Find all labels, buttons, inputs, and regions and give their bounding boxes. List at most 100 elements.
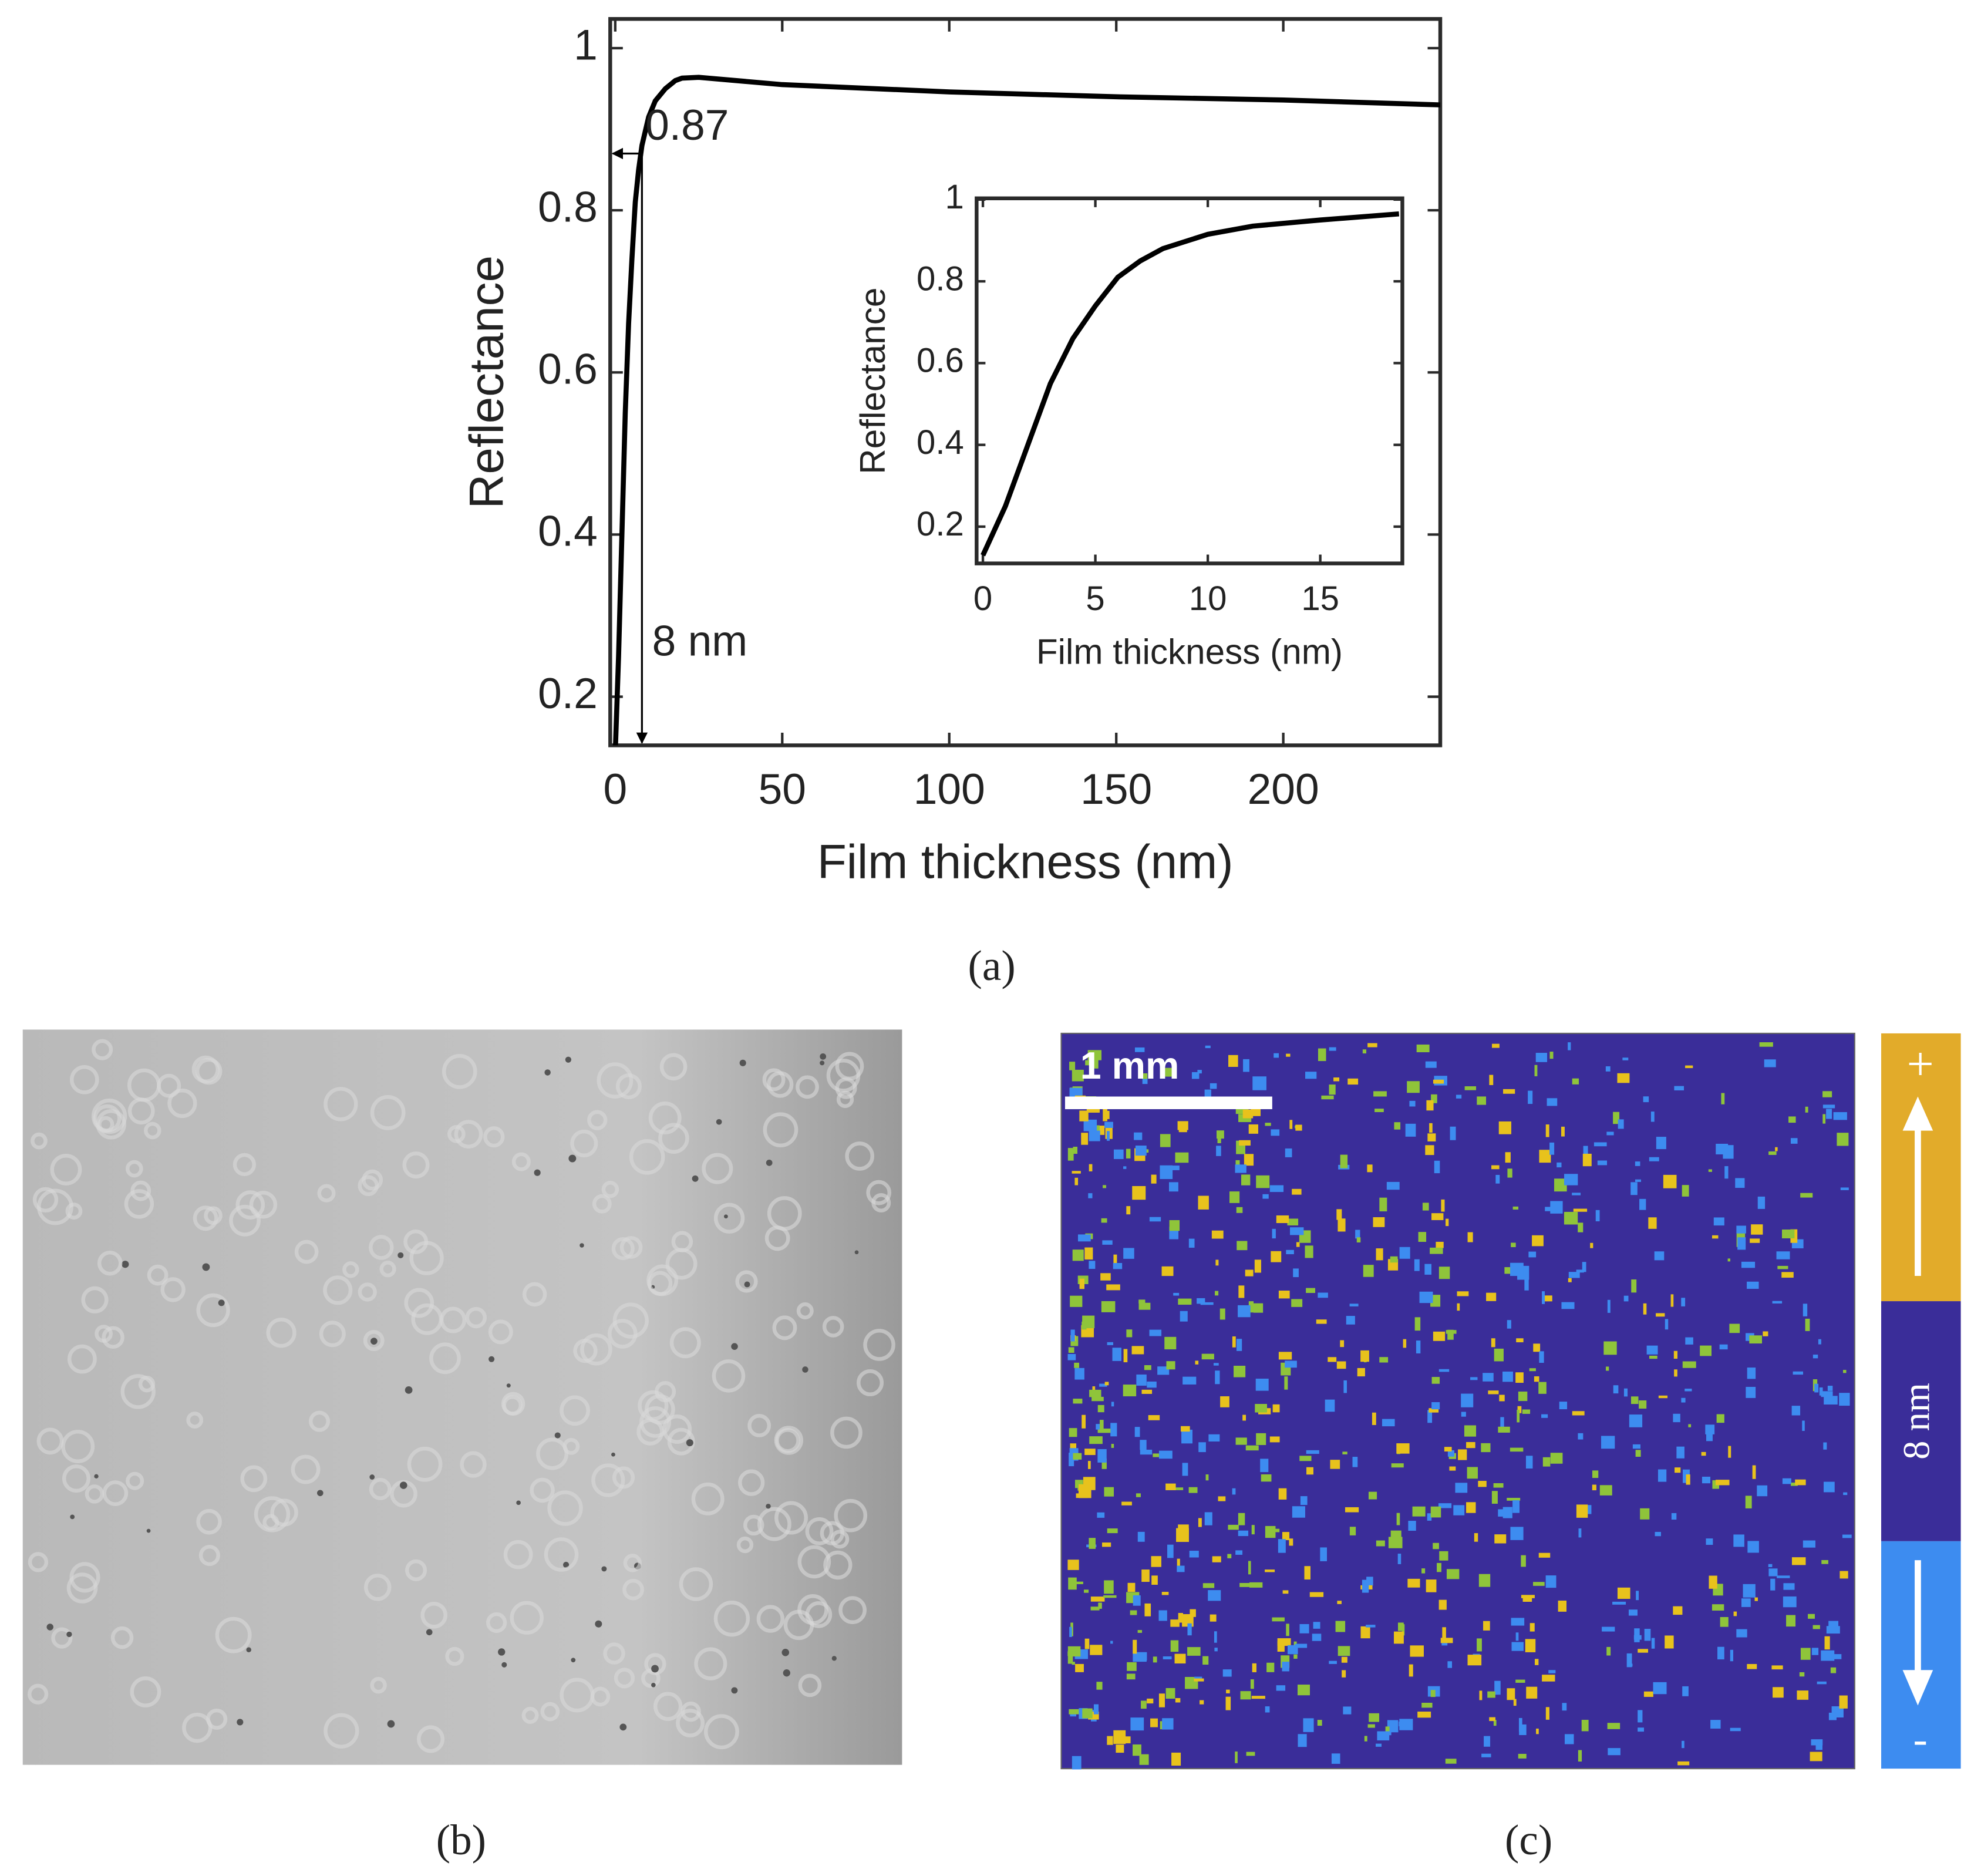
texture-blob <box>1379 1357 1389 1363</box>
texture-blob <box>1069 1709 1081 1715</box>
texture-blob <box>1133 1639 1137 1654</box>
texture-blob <box>1524 1278 1529 1291</box>
texture-blob <box>1781 1272 1794 1278</box>
texture-blob <box>1489 1075 1494 1085</box>
texture-blob <box>1414 1259 1420 1271</box>
texture-blob <box>1113 1262 1123 1269</box>
texture-blob <box>1752 1465 1756 1479</box>
texture-blob <box>1366 1625 1376 1628</box>
texture-blob <box>1613 1385 1619 1394</box>
texture-blob <box>240 1465 268 1493</box>
texture-blob <box>1374 1109 1384 1113</box>
texture-blob <box>1545 1124 1549 1137</box>
texture-blob <box>1131 1346 1144 1355</box>
texture-blob <box>1102 1240 1113 1245</box>
texture-blob <box>147 1264 169 1286</box>
texture-blob <box>1515 1679 1525 1683</box>
texture-speck <box>619 1723 627 1731</box>
texture-blob <box>1123 1248 1134 1259</box>
texture-blob <box>1167 1166 1180 1170</box>
texture-blob <box>1215 1291 1219 1296</box>
texture-blob <box>1388 1537 1403 1548</box>
texture-blob <box>1568 1272 1580 1278</box>
texture-blob <box>1427 1513 1432 1521</box>
texture-blob <box>1237 1339 1242 1351</box>
texture-speck <box>692 1175 699 1182</box>
texture-blob <box>1161 1266 1174 1277</box>
texture-blob <box>1430 1247 1443 1254</box>
texture-blob <box>67 1344 97 1374</box>
texture-blob <box>1277 1638 1291 1646</box>
scale-bar <box>1064 1096 1272 1110</box>
texture-blob <box>1730 1727 1741 1732</box>
texture-speck <box>831 1656 837 1661</box>
texture-blob <box>1701 1451 1706 1456</box>
texture-blob <box>1127 1582 1136 1592</box>
texture-blob <box>1329 1084 1336 1095</box>
texture-blob <box>826 1059 861 1093</box>
texture-blob <box>1256 1433 1266 1446</box>
texture-blob <box>1248 1561 1251 1575</box>
texture-blob <box>460 1451 487 1478</box>
texture-blob <box>522 1282 547 1307</box>
texture-blob <box>1492 1043 1500 1048</box>
texture-blob <box>1305 1245 1313 1258</box>
texture-blob <box>144 1121 161 1140</box>
texture-speck <box>601 1566 607 1572</box>
texture-blob <box>1429 1408 1439 1413</box>
texture-blob <box>1545 1207 1553 1211</box>
texture-blob <box>1657 1469 1667 1482</box>
texture-blob <box>756 1605 784 1633</box>
texture-blob <box>254 1496 291 1533</box>
texture-blob <box>363 1574 392 1601</box>
texture-blob <box>1072 1581 1083 1584</box>
texture-blob <box>363 1330 385 1351</box>
texture-blob <box>1345 1507 1359 1513</box>
texture-blob <box>1243 1059 1249 1072</box>
texture-blob <box>1431 1213 1444 1220</box>
texture-blob <box>358 1282 377 1302</box>
scale-bar-label: 1 mm <box>1080 1045 1180 1087</box>
texture-blob <box>1535 1053 1548 1062</box>
texture-blob <box>28 1683 49 1705</box>
texture-blob <box>1626 1653 1632 1668</box>
texture-blob <box>1828 1712 1837 1720</box>
x-tick-label: 200 <box>1248 765 1319 813</box>
texture-blob <box>1682 1185 1689 1197</box>
texture-blob <box>1293 1268 1299 1278</box>
texture-blob <box>1747 1663 1757 1669</box>
texture-blob <box>1498 1426 1510 1433</box>
texture-blob <box>1252 1076 1266 1090</box>
texture-blob <box>1274 1053 1279 1058</box>
texture-blob <box>1518 1391 1528 1402</box>
texture-blob <box>28 1552 49 1572</box>
texture-speck <box>651 1682 656 1688</box>
texture-blob <box>1363 1265 1374 1277</box>
texture-blob <box>1212 1556 1221 1562</box>
texture-blob <box>1305 1072 1317 1079</box>
texture-blob <box>1396 1513 1400 1525</box>
texture-blob <box>1067 1560 1079 1570</box>
texture-blob <box>1824 1636 1830 1650</box>
texture-blob <box>1320 1547 1328 1561</box>
texture-blob <box>1775 1147 1778 1151</box>
texture-blob <box>1685 1337 1693 1345</box>
texture-blob <box>1467 1467 1478 1479</box>
texture-speck <box>686 1439 693 1447</box>
texture-blob <box>442 1054 477 1089</box>
texture-blob <box>1517 1409 1520 1423</box>
texture-blob <box>1182 1376 1197 1385</box>
texture-blob <box>1510 1447 1524 1452</box>
texture-blob <box>1239 1582 1253 1587</box>
texture-blob <box>736 1536 754 1554</box>
texture-blob <box>1089 1389 1101 1397</box>
texture-blob <box>1160 1134 1171 1147</box>
texture-speck <box>94 1474 99 1478</box>
texture-blob <box>823 1550 853 1580</box>
texture-blob <box>1433 1542 1439 1550</box>
texture-blob <box>1607 1299 1611 1313</box>
texture-blob <box>1107 1736 1113 1745</box>
texture-blob <box>501 1392 525 1416</box>
texture-blob <box>1414 1317 1421 1331</box>
texture-blob <box>1088 1193 1093 1198</box>
